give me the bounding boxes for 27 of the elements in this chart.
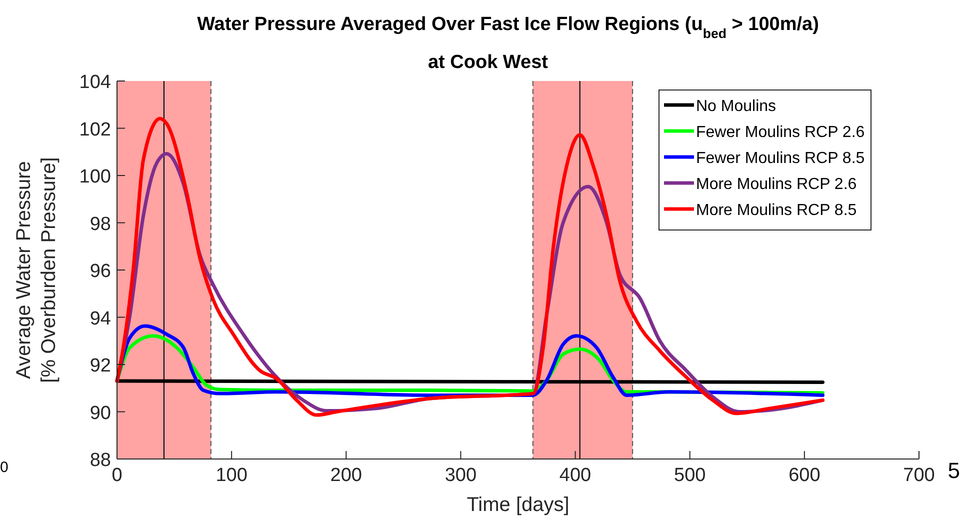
x-tick-label: 200: [330, 465, 362, 486]
legend-label: Fewer Moulins RCP 2.6: [696, 124, 865, 141]
legend-label: Fewer Moulins RCP 8.5: [696, 150, 865, 167]
legend-label: No Moulins: [696, 98, 776, 115]
legend-label: More Moulins RCP 8.5: [696, 202, 857, 219]
chart-title: Water Pressure Averaged Over Fast Ice Flow Regions (u$_{bed}$ > 100m/a): [197, 14, 819, 40]
x-axis-title: Time [days]: [466, 494, 570, 516]
text: 5: [948, 458, 960, 483]
legend-label: More Moulins RCP 2.6: [696, 176, 857, 193]
y-tick-label: 96: [90, 261, 111, 282]
y-tick-label: 98: [90, 214, 111, 235]
y-tick-label: 100: [79, 166, 111, 188]
chart-subtitle: at Cook West: [428, 52, 549, 73]
y-tick-label: 88: [90, 450, 111, 471]
y-tick-label: 102: [79, 119, 111, 140]
x-tick-label: 100: [216, 465, 248, 486]
x-tick-label: 700: [903, 465, 935, 486]
y-axis-title: Average Water Pressure [% Overburden Pressure]: [13, 157, 60, 383]
x-tick-label: 0: [112, 465, 122, 486]
x-tick-label: 600: [788, 465, 820, 486]
y-tick-label: 90: [90, 402, 111, 424]
y-tick-label: 94: [90, 308, 112, 330]
y-tick-label: 92: [90, 356, 111, 376]
y-tick-label: 104: [79, 72, 112, 93]
x-tick-label: 400: [559, 465, 592, 486]
x-tick-label: 500: [674, 465, 706, 486]
x-tick-label: 300: [444, 465, 477, 486]
